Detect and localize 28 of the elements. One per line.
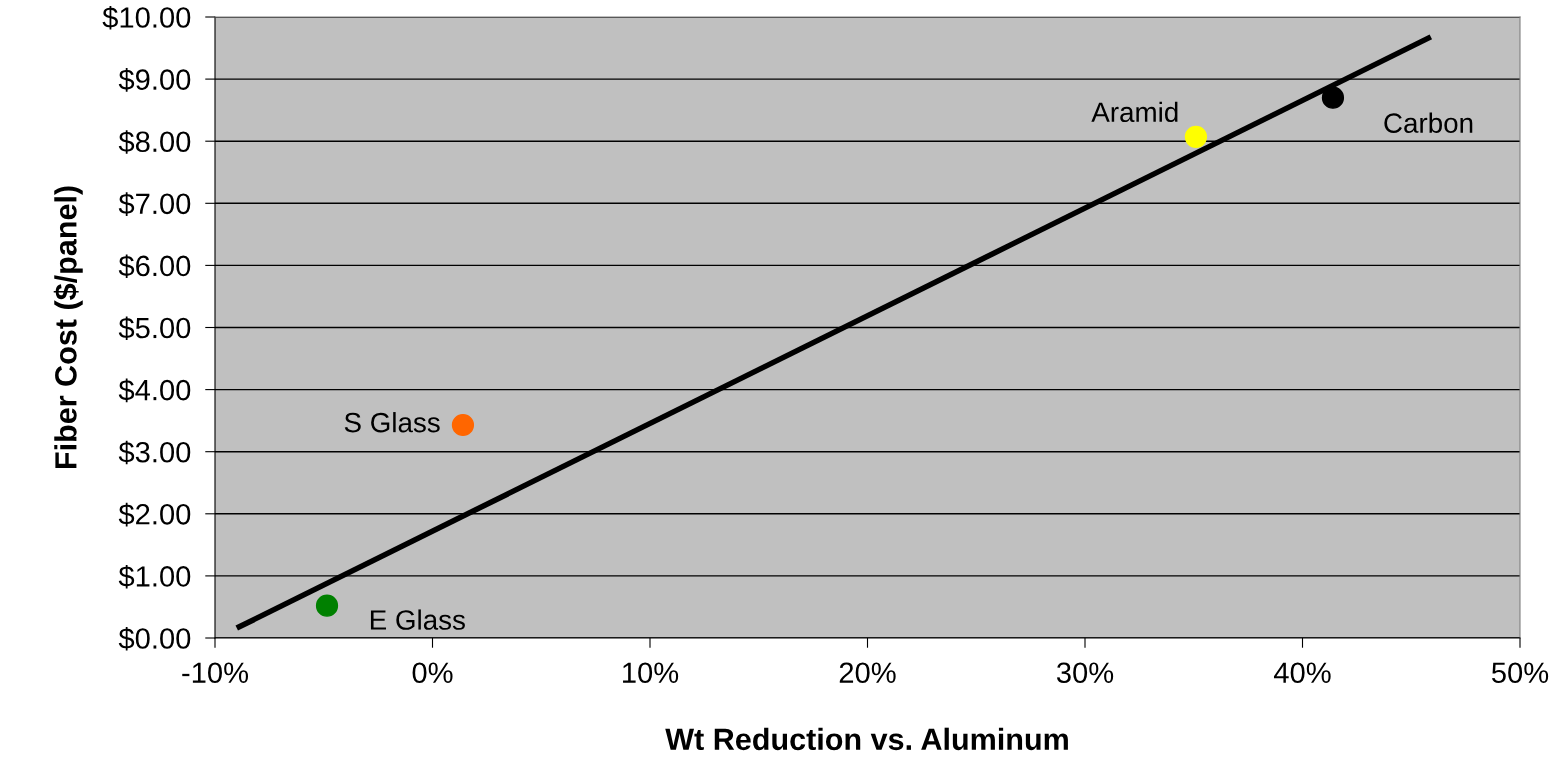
y-tick-label: $9.00 [118,68,191,92]
point [451,413,475,437]
y-tick-label: $7.00 [118,192,191,216]
series-label: Carbon [1384,112,1473,133]
point [315,594,339,617]
series-label: E Glass [370,609,465,630]
y-tick-label: $2.00 [118,502,191,527]
series-label: Aramid [1091,101,1178,123]
y-tick-label: $4.00 [118,378,191,403]
x-tick-label: 0% [412,662,453,684]
y-tick-label: $8.00 [118,130,191,154]
point [1321,86,1345,109]
x-tick-label: 10% [623,662,679,684]
y-tick-label: $5.00 [118,316,191,341]
y-tick-label: $1.00 [118,564,191,589]
series-label: S Glass [344,412,440,433]
y-tick-label: $0.00 [118,626,191,651]
y-tick-label: $3.00 [118,440,191,465]
y-tick-label: $10.00 [102,5,191,30]
y-tick-label: $6.00 [118,254,191,278]
point [1184,125,1208,148]
x-tick-label: 50% [1491,662,1549,684]
x-tick-label: 20% [839,662,896,684]
x-tick-label: 40% [1273,662,1331,684]
x-axis-title: Wt Reduction vs. Aluminum [665,727,1068,751]
x-tick-label: -10% [182,662,249,684]
y-axis-title: Fiber Cost ($/panel) [53,186,83,469]
x-tick-label: 30% [1056,662,1114,684]
